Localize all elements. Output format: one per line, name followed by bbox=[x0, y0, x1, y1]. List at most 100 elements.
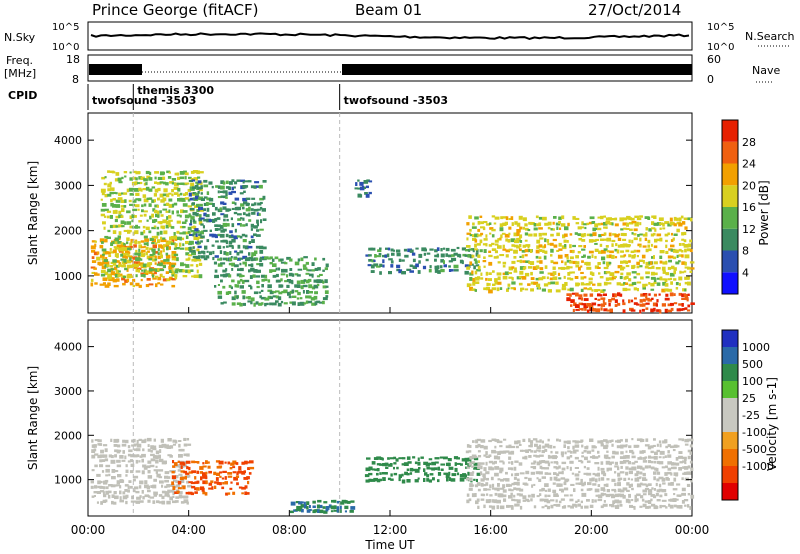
echo-cell bbox=[616, 439, 621, 443]
echo-cell bbox=[471, 461, 475, 464]
echo-cell bbox=[511, 461, 514, 465]
echo-cell bbox=[662, 482, 666, 485]
echo-cell bbox=[155, 283, 158, 288]
echo-cell bbox=[307, 278, 312, 282]
echo-cell bbox=[253, 225, 258, 229]
echo-cell bbox=[558, 277, 562, 280]
echo-cell bbox=[516, 232, 520, 236]
echo-cell bbox=[249, 275, 253, 279]
echo-cell bbox=[159, 181, 164, 184]
echo-cell bbox=[244, 185, 249, 188]
echo-cell bbox=[118, 231, 122, 235]
echo-cell bbox=[634, 498, 638, 503]
echo-cell bbox=[129, 230, 132, 233]
echo-cell bbox=[288, 279, 293, 284]
echo-cell bbox=[667, 223, 672, 227]
echo-cell bbox=[240, 179, 245, 182]
echo-cell bbox=[681, 238, 685, 241]
echo-cell bbox=[491, 215, 496, 218]
freq-band-seg1 bbox=[89, 64, 142, 75]
echo-cell bbox=[105, 490, 110, 495]
echo-cell bbox=[665, 244, 668, 249]
echo-cell bbox=[508, 248, 513, 251]
echo-cell bbox=[256, 212, 260, 216]
echo-cell bbox=[102, 499, 107, 503]
echo-cell bbox=[673, 493, 676, 496]
echo-cell bbox=[561, 454, 564, 458]
echo-cell bbox=[259, 295, 262, 299]
echo-cell bbox=[575, 255, 579, 259]
echo-cell bbox=[134, 263, 139, 268]
echo-cell bbox=[231, 190, 236, 194]
echo-cell bbox=[130, 454, 135, 458]
echo-cell bbox=[622, 299, 625, 303]
echo-cell bbox=[682, 243, 685, 246]
echo-cell bbox=[176, 220, 181, 224]
echo-cell bbox=[305, 295, 310, 299]
echo-cell bbox=[182, 203, 188, 207]
echo-cell bbox=[538, 227, 543, 230]
echo-cell bbox=[504, 271, 509, 276]
echo-cell bbox=[581, 239, 586, 242]
echo-cell bbox=[123, 192, 128, 195]
echo-cell bbox=[518, 282, 523, 286]
echo-cell bbox=[639, 505, 643, 508]
echo-cell bbox=[278, 284, 283, 288]
echo-cell bbox=[154, 235, 159, 239]
echo-cell bbox=[160, 254, 163, 259]
echo-cell bbox=[575, 482, 580, 485]
echo-cell bbox=[546, 500, 551, 504]
echo-cell bbox=[546, 505, 550, 510]
echo-cell bbox=[687, 304, 691, 308]
echo-cell bbox=[374, 254, 377, 258]
echo-cell bbox=[572, 440, 577, 443]
echo-cell bbox=[119, 485, 122, 489]
x-tick-label: 00:00 bbox=[71, 523, 106, 537]
echo-cell bbox=[623, 254, 627, 257]
echo-cell bbox=[137, 241, 141, 244]
echo-cell bbox=[151, 226, 156, 230]
echo-cell bbox=[138, 445, 141, 448]
echo-cell bbox=[256, 269, 261, 273]
echo-cell bbox=[121, 250, 124, 255]
echo-cell bbox=[247, 300, 252, 303]
echo-cell bbox=[611, 218, 617, 221]
echo-cell bbox=[508, 226, 512, 230]
echo-cell bbox=[114, 247, 120, 250]
echo-cell bbox=[203, 257, 208, 261]
echo-cell bbox=[99, 283, 105, 286]
echo-cell bbox=[650, 243, 653, 247]
station-title: Prince George (fitACF) bbox=[92, 1, 258, 19]
echo-cell bbox=[659, 504, 662, 509]
echo-cell bbox=[181, 197, 186, 202]
echo-cell bbox=[480, 478, 485, 482]
echo-cell bbox=[602, 289, 606, 292]
echo-cell bbox=[211, 244, 215, 247]
echo-cell bbox=[631, 455, 636, 459]
echo-cell bbox=[667, 450, 670, 454]
echo-cell bbox=[143, 235, 148, 239]
echo-cell bbox=[199, 471, 203, 474]
echo-cell bbox=[669, 217, 673, 222]
echo-cell bbox=[642, 472, 646, 477]
echo-cell bbox=[429, 265, 432, 269]
echo-cell bbox=[499, 460, 504, 463]
echo-cell bbox=[141, 490, 144, 494]
echo-cell bbox=[126, 278, 130, 283]
echo-cell bbox=[611, 488, 616, 492]
echo-cell bbox=[571, 271, 575, 274]
echo-cell bbox=[121, 244, 127, 248]
echo-cell bbox=[93, 267, 97, 270]
echo-cell bbox=[673, 302, 678, 305]
echo-cell bbox=[573, 488, 576, 492]
echo-cell bbox=[225, 208, 230, 212]
echo-cell bbox=[258, 291, 262, 294]
echo-cell bbox=[101, 459, 106, 462]
echo-cell bbox=[687, 449, 692, 453]
echo-cell bbox=[513, 481, 518, 485]
echo-cell bbox=[603, 232, 607, 236]
echo-cell bbox=[572, 260, 577, 264]
echo-cell bbox=[163, 203, 169, 206]
echo-cell bbox=[665, 476, 669, 481]
echo-cell bbox=[177, 176, 181, 180]
